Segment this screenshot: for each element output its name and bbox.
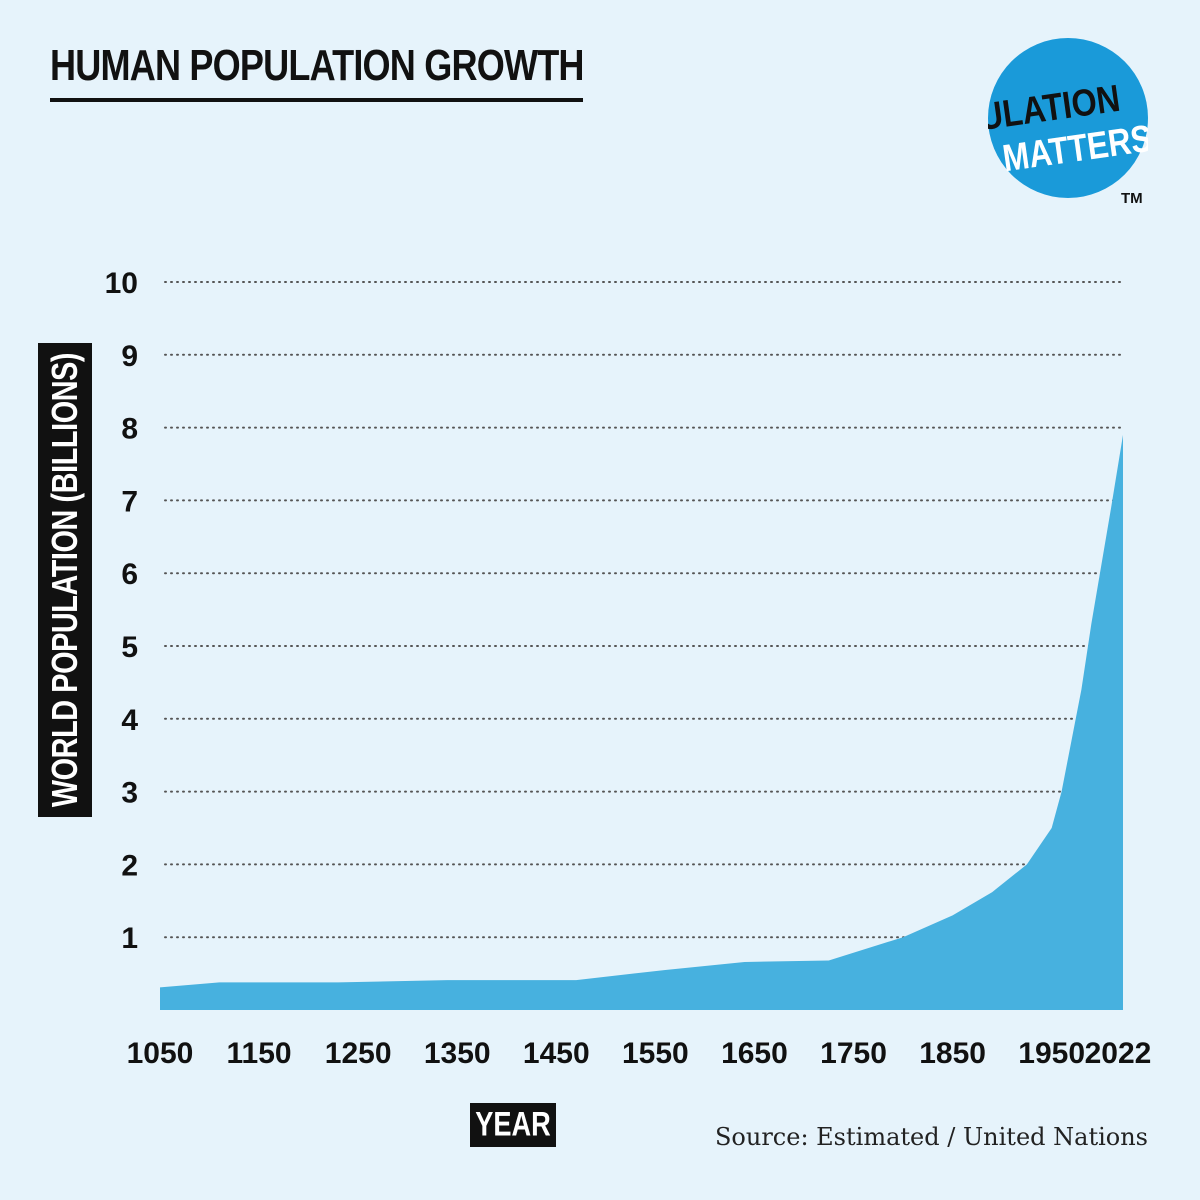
x-tick-1650: 1650	[721, 1037, 788, 1070]
gridlines	[164, 281, 1121, 939]
x-axis-label: YEAR	[475, 1105, 551, 1144]
x-tick-1450: 1450	[523, 1037, 590, 1070]
x-tick-1050: 1050	[127, 1037, 194, 1070]
x-tick-2022: 2022	[1085, 1037, 1152, 1070]
source-note: Source: Estimated / United Nations	[714, 1123, 1148, 1151]
population-area-0	[160, 434, 1123, 1010]
y-tick-9: 9	[121, 340, 138, 373]
x-tick-1950: 1950	[1018, 1037, 1085, 1070]
y-tick-8: 8	[121, 413, 138, 446]
chart-title: HUMAN POPULATION GROWTH	[50, 41, 584, 90]
x-tick-labels: 1050 1150 1250 1350 1450 1550 1650 1750 1850 1950…	[127, 1037, 1152, 1070]
y-tick-5: 5	[121, 631, 138, 664]
x-tick-1350: 1350	[424, 1037, 491, 1070]
y-tick-6: 6	[121, 558, 138, 591]
x-tick-1550: 1550	[622, 1037, 689, 1070]
y-tick-1: 1	[121, 922, 138, 955]
y-tick-7: 7	[121, 485, 138, 518]
x-tick-1850: 1850	[919, 1037, 986, 1070]
x-tick-1150: 1150	[227, 1037, 292, 1070]
x-axis-label-box: YEAR	[470, 1103, 556, 1147]
y-tick-10: 10	[105, 267, 138, 300]
y-tick-labels: 1 2 3 4 5 6 7 8 9 10	[105, 267, 139, 955]
trademark-mark: TM	[1121, 190, 1143, 207]
population-matters-logo: POPULATION MATTERS	[988, 38, 1148, 198]
y-tick-2: 2	[121, 849, 138, 882]
y-axis-label-box: WORLD POPULATION (BILLIONS)	[38, 343, 92, 817]
x-tick-1750: 1750	[820, 1037, 887, 1070]
area-series	[160, 434, 1123, 1010]
title-underline	[50, 98, 583, 102]
y-tick-4: 4	[121, 704, 138, 737]
y-tick-3: 3	[121, 777, 138, 810]
x-tick-1250: 1250	[325, 1037, 392, 1070]
logo-circle	[988, 38, 1148, 198]
